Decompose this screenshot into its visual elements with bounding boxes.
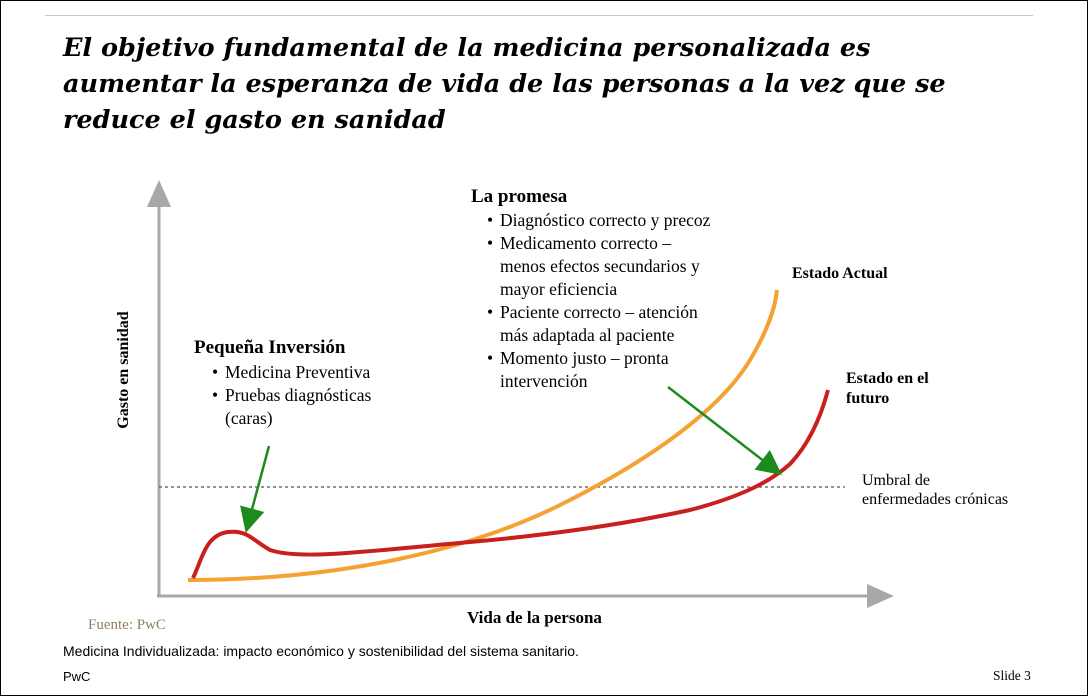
promise-heading: La promesa xyxy=(471,186,568,207)
top-rule xyxy=(45,15,1033,16)
small-investment-list: • Medicina Preventiva • Pruebas diagnóstic… xyxy=(212,361,371,430)
arrow-small-investment xyxy=(240,445,271,533)
footer-description: Medicina Individualizada: impacto económ… xyxy=(63,643,579,659)
small-investment-heading: Pequeña Inversión xyxy=(194,337,346,358)
slide-number: Slide 3 xyxy=(993,668,1031,683)
bullet-icon: • xyxy=(487,233,494,253)
list-item: • Medicamento correcto – xyxy=(487,233,672,253)
threshold-label-line-2: enfermedades crónicas xyxy=(862,491,1009,508)
threshold-label-line-1: Umbral de xyxy=(862,472,930,489)
bullet-icon: • xyxy=(212,362,219,382)
current-state-label: Estado Actual xyxy=(792,265,888,282)
bullet-icon: • xyxy=(487,302,494,322)
footer-brand: PwC xyxy=(63,669,91,684)
list-item: • Pruebas diagnósticas xyxy=(212,385,372,405)
title-line-3: reduce el gasto en sanidad xyxy=(63,105,446,135)
list-item-continuation: menos efectos secundarios y xyxy=(500,256,700,276)
future-state-label: Estado en el futuro xyxy=(846,369,929,409)
title-line-1: El objetivo fundamental de la medicina p… xyxy=(63,33,871,63)
future-state-label-line-2: futuro xyxy=(846,390,890,407)
promise-list: • Diagnóstico correcto y precoz • Medicame… xyxy=(487,209,710,393)
list-item: • Medicina Preventiva xyxy=(212,362,371,382)
bullet-icon: • xyxy=(212,385,219,405)
list-item: • Diagnóstico correcto y precoz xyxy=(487,210,711,230)
list-item-continuation: más adaptada al paciente xyxy=(500,325,675,345)
current-state-curve xyxy=(187,289,779,582)
list-item-continuation: (caras) xyxy=(225,408,273,428)
list-item: • Paciente correcto – atención xyxy=(487,302,698,322)
future-state-curve xyxy=(191,389,830,579)
future-state-label-line-1: Estado en el xyxy=(846,370,929,387)
bullet-icon: • xyxy=(487,210,494,230)
list-item-continuation: mayor eficiencia xyxy=(500,279,618,299)
source-note: Fuente: PwC xyxy=(88,617,166,633)
slide-title: El objetivo fundamental de la medicina p… xyxy=(63,30,1023,138)
arrow-promise xyxy=(667,386,782,476)
bullet-icon: • xyxy=(487,348,494,368)
threshold-label: Umbral de enfermedades crónicas xyxy=(862,471,1008,509)
x-axis-label: Vida de la persona xyxy=(467,608,602,627)
list-item: • Momento justo – pronta xyxy=(487,348,669,368)
y-axis-label: Gasto en sanidad xyxy=(115,311,132,429)
title-line-2: aumentar la esperanza de vida de las per… xyxy=(63,69,946,99)
list-item-continuation: intervención xyxy=(500,371,588,391)
